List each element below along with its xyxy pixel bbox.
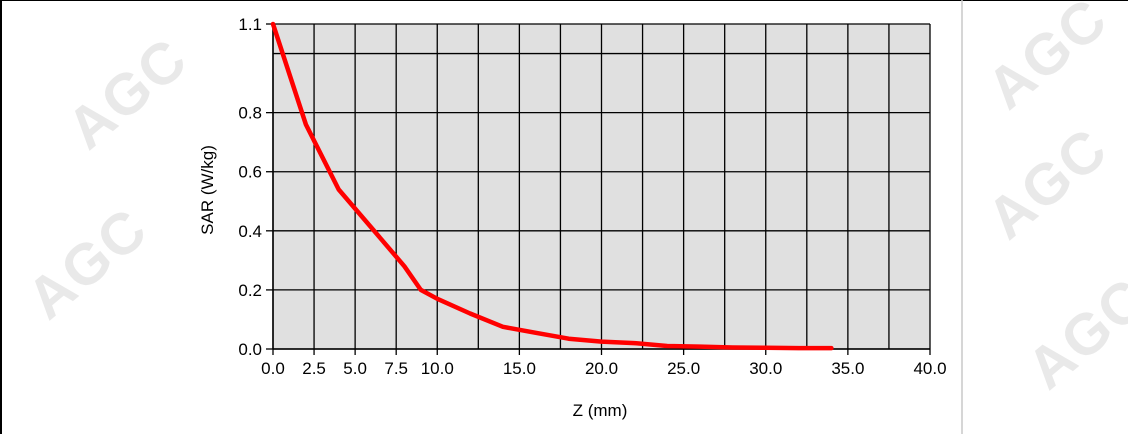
series-0-point-5 — [419, 288, 423, 292]
series-0-point-4 — [402, 264, 406, 268]
series-0-point-14 — [698, 345, 702, 349]
x-tick-label-3: 7.5 — [384, 359, 408, 378]
x-tick-label-1: 2.5 — [302, 359, 326, 378]
x-tick-label-7: 25.0 — [667, 359, 700, 378]
y-tick-label-5: 1.1 — [238, 15, 262, 34]
y-tick-label-1: 0.2 — [238, 281, 262, 300]
series-layer — [270, 21, 834, 351]
series-0-point-10 — [567, 337, 571, 341]
x-tick-label-2: 5.0 — [343, 359, 367, 378]
series-0-point-6 — [435, 297, 439, 301]
series-0-point-1 — [304, 122, 308, 127]
series-0-point-13 — [665, 344, 669, 348]
x-axis-label: Z (mm) — [573, 401, 628, 420]
series-0-point-17 — [797, 346, 801, 350]
series-0-point-16 — [764, 346, 768, 350]
series-0-point-2 — [337, 187, 341, 192]
x-tick-labels: 0.0 2.5 5.0 7.5 10.0 15.0 20.0 25.0 30.0 35.0 40.0 — [261, 359, 946, 378]
x-tick-label-6: 20.0 — [585, 359, 618, 378]
series-0-point-18 — [829, 346, 834, 350]
x-tick-label-5: 15.0 — [503, 359, 536, 378]
y-tick-labels: 0.0 0.2 0.4 0.6 0.8 1.1 — [238, 15, 262, 359]
x-tick-label-10: 40.0 — [913, 359, 946, 378]
x-tick-label-9: 35.0 — [831, 359, 864, 378]
series-0-point-9 — [534, 331, 538, 335]
y-tick-label-3: 0.6 — [238, 163, 262, 182]
series-0-point-7 — [468, 311, 472, 316]
x-tick-label-4: 10.0 — [421, 359, 454, 378]
series-0-point-0 — [271, 22, 275, 26]
x-tick-label-0: 0.0 — [261, 359, 285, 378]
y-tick-label-2: 0.4 — [238, 222, 262, 241]
series-0-point-12 — [632, 341, 636, 345]
series-0-point-15 — [731, 345, 735, 350]
y-axis-label: SAR (W/kg) — [198, 145, 217, 235]
series-0-point-11 — [599, 340, 604, 344]
series-0-point-8 — [501, 325, 505, 329]
x-tick-label-8: 30.0 — [749, 359, 782, 378]
y-tick-label-4: 0.8 — [238, 104, 262, 123]
y-tick-label-0: 0.0 — [238, 340, 262, 359]
series-0-point-3 — [369, 226, 374, 230]
